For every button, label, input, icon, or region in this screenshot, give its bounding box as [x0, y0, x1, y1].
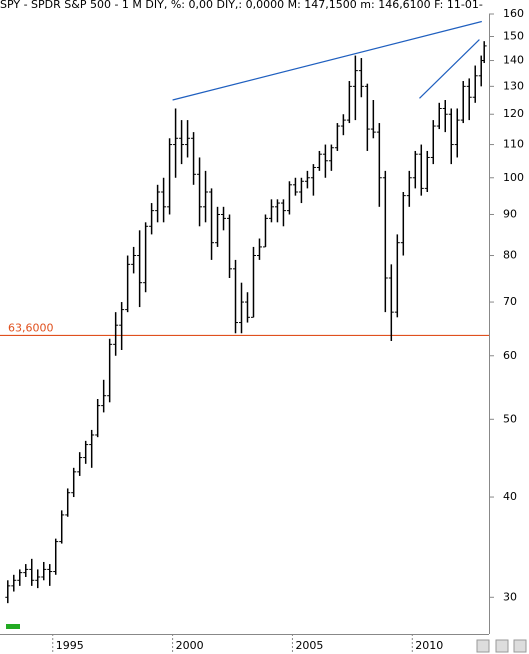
x-tick-label: 2010: [415, 639, 443, 652]
trend-line: [172, 20, 482, 101]
trend-line: [419, 39, 480, 99]
y-tick-label: 70: [503, 295, 517, 308]
x-tick-label: 2000: [176, 639, 204, 652]
y-tick-label: 150: [503, 29, 524, 42]
chart-title: SPY - SPDR S&P 500 - 1 M DIY, %: 0,00 DI…: [0, 0, 483, 11]
status-marker: [6, 624, 20, 629]
y-tick-label: 40: [503, 490, 517, 503]
y-tick-label: 100: [503, 171, 524, 184]
y-tick-label: 90: [503, 207, 517, 220]
y-tick-label: 120: [503, 107, 524, 120]
toolbar-icon[interactable]: [476, 639, 490, 653]
horizontal-line-label: 63,6000: [8, 321, 54, 334]
x-tick-label: 2005: [295, 639, 323, 652]
toolbar-icon[interactable]: [513, 639, 527, 653]
y-tick-label: 30: [503, 590, 517, 603]
x-tick-label: 1995: [56, 639, 84, 652]
toolbar-icon[interactable]: [495, 639, 509, 653]
y-tick-label: 50: [503, 412, 517, 425]
y-tick-label: 110: [503, 138, 524, 151]
y-tick-label: 160: [503, 7, 524, 20]
y-tick-label: 80: [503, 249, 517, 262]
y-tick-label: 140: [503, 54, 524, 67]
y-tick-label: 130: [503, 79, 524, 92]
y-tick-label: 60: [503, 349, 517, 362]
